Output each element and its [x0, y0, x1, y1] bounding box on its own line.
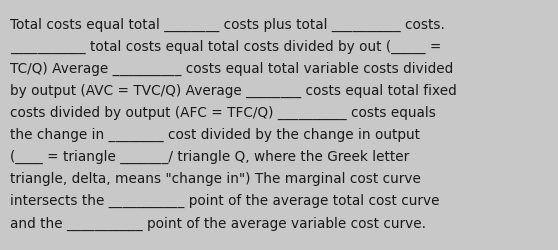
Text: costs divided by output (AFC = TFC/Q) __________ costs equals: costs divided by output (AFC = TFC/Q) __… — [10, 106, 436, 120]
Text: TC/Q) Average __________ costs equal total variable costs divided: TC/Q) Average __________ costs equal tot… — [10, 62, 453, 76]
Text: Total costs equal total ________ costs plus total __________ costs.: Total costs equal total ________ costs p… — [10, 18, 445, 32]
Text: and the ___________ point of the average variable cost curve.: and the ___________ point of the average… — [10, 216, 426, 230]
Text: ___________ total costs equal total costs divided by out (_____ =: ___________ total costs equal total cost… — [10, 40, 441, 54]
Text: triangle, delta, means "change in") The marginal cost curve: triangle, delta, means "change in") The … — [10, 172, 421, 185]
Text: the change in ________ cost divided by the change in output: the change in ________ cost divided by t… — [10, 128, 420, 141]
Text: by output (AVC = TVC/Q) Average ________ costs equal total fixed: by output (AVC = TVC/Q) Average ________… — [10, 84, 457, 98]
Text: (____ = triangle _______/ triangle Q, where the Greek letter: (____ = triangle _______/ triangle Q, wh… — [10, 150, 410, 164]
Text: intersects the ___________ point of the average total cost curve: intersects the ___________ point of the … — [10, 194, 440, 207]
